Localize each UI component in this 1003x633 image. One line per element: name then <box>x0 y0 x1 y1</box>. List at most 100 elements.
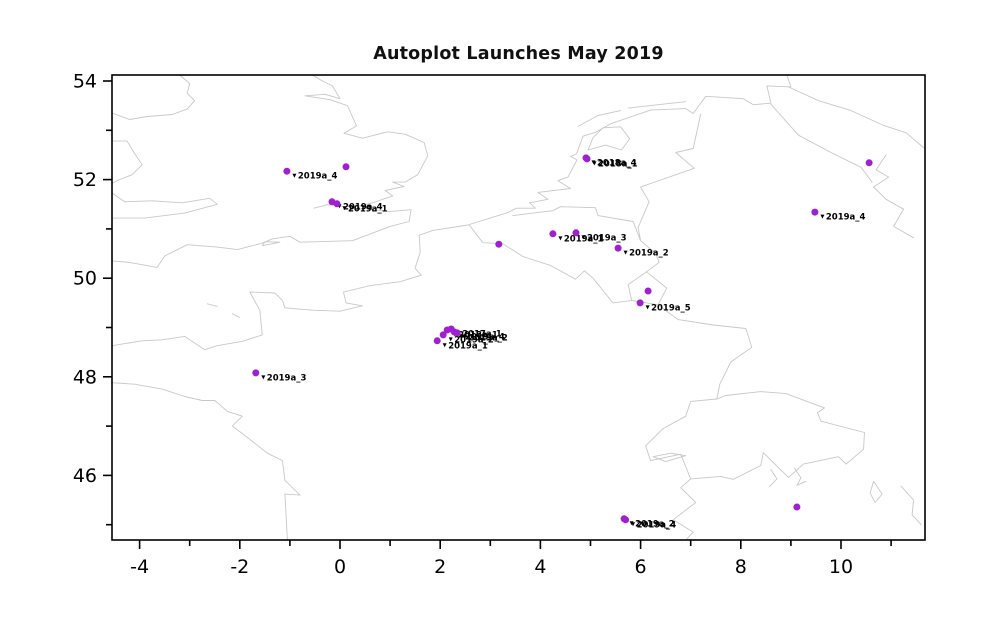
launch-label: 2018a_1 <box>598 159 638 169</box>
triangle-down-icon <box>442 343 447 348</box>
triangle-down-icon <box>261 375 266 380</box>
launch-label: 2019a_4 <box>343 202 383 212</box>
launch-label: 2019a_2 <box>635 519 675 529</box>
launch-annotation: 2019a_4 <box>292 172 338 182</box>
triangle-down-icon <box>631 522 636 527</box>
coastline <box>793 467 807 486</box>
coastline <box>468 224 633 304</box>
x-tick-label: 0 <box>334 556 346 578</box>
triangle-down-icon <box>645 305 650 310</box>
coastline <box>112 192 218 219</box>
coastline <box>206 303 218 307</box>
launch-point[interactable] <box>453 329 461 337</box>
coastline <box>112 75 429 268</box>
triangle-down-icon <box>623 250 628 255</box>
launch-point[interactable] <box>333 200 341 208</box>
launch-point[interactable] <box>342 163 350 171</box>
launch-annotation: 2018a_1 <box>592 159 638 169</box>
triangle-down-icon <box>342 206 347 211</box>
launch-annotation: 2019a_5 <box>645 303 691 313</box>
x-tick-label: -4 <box>130 556 149 578</box>
coastline <box>645 391 865 480</box>
coastline <box>637 113 702 242</box>
x-tick-label: 4 <box>534 556 546 578</box>
launch-point[interactable] <box>252 369 260 377</box>
coastline <box>231 313 241 319</box>
launch-label: 2017a_1 <box>462 330 502 340</box>
triangle-down-icon <box>462 335 467 340</box>
launch-label: 2019a_3 <box>267 373 307 383</box>
launch-annotation: 2019a_1 <box>342 204 388 214</box>
triangle-down-icon <box>592 161 597 166</box>
launch-point[interactable] <box>614 244 622 252</box>
launch-annotation: 2019a_2 <box>462 333 508 343</box>
launch-label: 2019a_1 <box>348 204 388 214</box>
y-tick-label: 48 <box>73 366 97 388</box>
launch-label: 2019a_3 <box>587 233 627 243</box>
coastline <box>627 240 668 306</box>
plot-border <box>111 74 926 541</box>
launch-label: 2019a_5 <box>651 303 691 313</box>
plot-title: Autoplot Launches May 2019 <box>373 44 664 64</box>
launch-point[interactable] <box>865 159 873 167</box>
launch-annotation: 2019a_4 <box>459 332 505 342</box>
launch-label: 2019a_2 <box>454 335 494 345</box>
launch-label: 2019a_2 <box>468 333 508 343</box>
triangle-down-icon <box>558 236 563 241</box>
launch-annotation: 2019a_3 <box>581 233 627 243</box>
coastline <box>112 140 143 184</box>
map-coastlines <box>112 75 925 540</box>
launch-point[interactable] <box>622 516 630 524</box>
coastline <box>869 480 883 503</box>
y-tick-label: 50 <box>73 268 97 290</box>
triangle-down-icon <box>820 214 825 219</box>
coastline <box>112 75 196 120</box>
triangle-down-icon <box>581 235 586 240</box>
coastline <box>769 469 778 487</box>
launch-point[interactable] <box>572 229 580 237</box>
coastline <box>873 154 915 239</box>
launch-point[interactable] <box>283 167 291 175</box>
y-tick-label: 46 <box>73 465 97 487</box>
launch-label: 2019a_1 <box>564 234 604 244</box>
coastline <box>770 103 873 183</box>
launch-annotation: 2019a_4 <box>820 213 866 223</box>
launch-point[interactable] <box>636 299 644 307</box>
launch-point[interactable] <box>583 155 591 163</box>
coastline <box>787 86 925 150</box>
launch-label: 2019a_2 <box>629 249 669 259</box>
launch-annotation: 2019a_2 <box>448 335 494 345</box>
launch-label: 2019a_1 <box>448 341 488 351</box>
x-tick-label: 8 <box>735 556 747 578</box>
coastline <box>577 110 622 127</box>
triangle-down-icon <box>292 173 297 178</box>
x-tick-label: 10 <box>829 556 853 578</box>
launch-point[interactable] <box>811 208 819 216</box>
launch-label: 2018a_4 <box>597 158 637 168</box>
y-tick-label: 52 <box>73 169 97 191</box>
launch-point[interactable] <box>433 337 441 345</box>
x-tick-label: 2 <box>434 556 446 578</box>
triangle-down-icon <box>448 337 453 342</box>
launch-annotation: 2019a_1 <box>442 341 488 351</box>
y-tick-label: 54 <box>73 71 97 93</box>
coastline <box>652 452 687 463</box>
launch-point[interactable] <box>793 503 801 511</box>
coastline <box>900 485 922 526</box>
coastline <box>432 75 792 231</box>
launch-label: 2019a_4 <box>298 172 338 182</box>
launch-point[interactable] <box>495 240 503 248</box>
coastline <box>112 382 301 540</box>
x-tick-label: -2 <box>230 556 249 578</box>
launch-label: 2018a_1 <box>458 331 498 341</box>
coastline <box>512 206 642 242</box>
launch-point[interactable] <box>644 287 652 295</box>
launch-point[interactable] <box>549 230 557 238</box>
coastline <box>657 304 753 400</box>
launch-label: 2019a_4 <box>465 332 505 342</box>
coastline <box>587 126 631 151</box>
launch-point[interactable] <box>439 331 447 339</box>
